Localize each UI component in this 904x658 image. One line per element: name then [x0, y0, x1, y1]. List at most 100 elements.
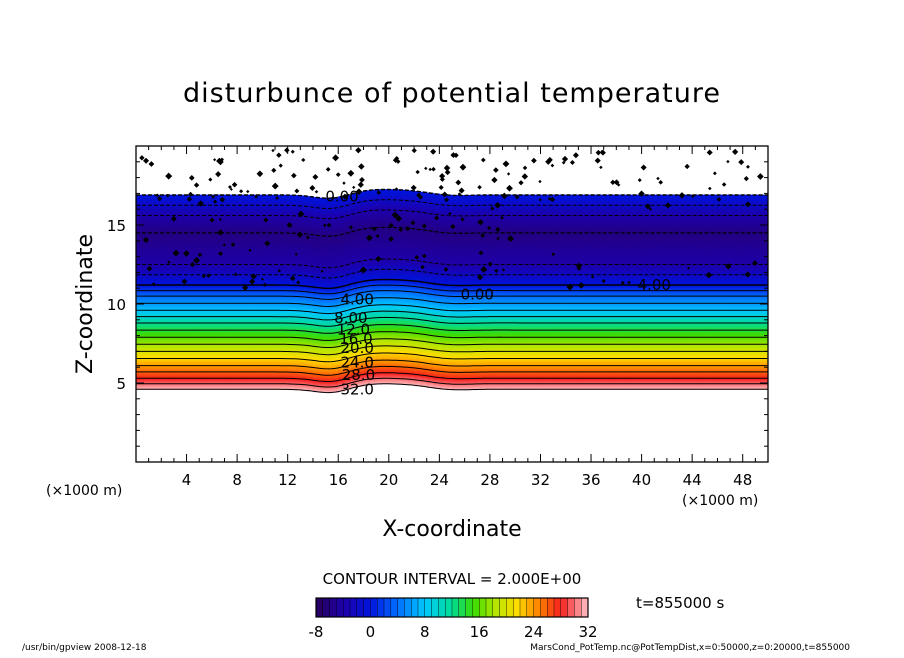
field-cell: [237, 200, 245, 203]
field-cell: [281, 252, 289, 255]
field-cell: [205, 317, 213, 320]
field-cell: [148, 375, 156, 378]
field-cell: [154, 341, 162, 344]
field-cell: [243, 269, 251, 272]
field-cell: [192, 254, 200, 256]
field-cell: [173, 228, 181, 231]
field-cell: [224, 230, 232, 232]
field-cell: [199, 298, 207, 301]
field-cell: [180, 255, 188, 258]
field-cell: [186, 266, 194, 269]
field-cell: [186, 209, 194, 212]
field-cell: [262, 321, 270, 323]
field-cell: [268, 255, 276, 258]
field-cell: [275, 251, 282, 254]
field-cell: [154, 366, 162, 369]
field-cell: [262, 206, 270, 208]
field-cell: [186, 200, 194, 203]
field-cell: [192, 218, 200, 221]
field-cell: [243, 324, 251, 327]
field-cell: [173, 333, 181, 336]
field-cell: [211, 206, 219, 208]
field-cell: [262, 332, 270, 335]
field-cell: [256, 329, 263, 332]
field-cell: [224, 312, 232, 315]
field-cell: [243, 376, 251, 379]
field-cell: [268, 217, 276, 220]
field-cell: [173, 271, 181, 274]
field-cell: [230, 275, 238, 278]
field-cell: [268, 264, 276, 267]
field-cell: [256, 358, 263, 361]
field-cell: [249, 341, 257, 344]
field-cell: [281, 323, 289, 326]
field-cell: [287, 254, 295, 257]
field-cell: [161, 297, 169, 299]
field-cell: [268, 236, 276, 239]
field-cell: [243, 313, 251, 316]
field-cell: [211, 374, 219, 377]
field-cell: [192, 360, 200, 363]
field-cell: [249, 249, 257, 251]
field-cell: [186, 379, 194, 382]
field-cell: [136, 230, 143, 232]
field-cell: [230, 384, 238, 387]
field-cell: [148, 245, 156, 248]
field-cell: [275, 245, 282, 248]
field-cell: [224, 379, 232, 382]
field-cell: [192, 381, 200, 384]
field-cell: [281, 313, 289, 316]
field-cell: [154, 247, 162, 250]
field-cell: [192, 226, 200, 229]
field-cell: [249, 340, 257, 342]
field-cell: [154, 281, 162, 284]
field-cell: [268, 281, 276, 284]
field-cell: [186, 245, 194, 248]
field-cell: [167, 213, 175, 216]
field-cell: [218, 273, 226, 275]
field-cell: [142, 231, 150, 234]
field-cell: [281, 378, 289, 380]
field-cell: [186, 286, 194, 289]
field-cell: [256, 255, 263, 258]
field-cell: [249, 348, 257, 351]
field-cell: [249, 327, 257, 330]
field-cell: [148, 318, 156, 321]
field-cell: [256, 249, 263, 251]
field-cell: [154, 381, 162, 384]
field-cell: [262, 238, 270, 241]
field-cell: [136, 250, 143, 253]
field-cell: [192, 255, 200, 258]
field-cell: [211, 226, 219, 229]
field-cell: [142, 307, 150, 310]
field-cell: [262, 223, 270, 226]
field-cell: [237, 297, 245, 299]
field-cell: [218, 324, 226, 327]
field-cell: [268, 292, 276, 294]
field-cell: [161, 228, 169, 231]
field-cell: [268, 328, 276, 331]
field-cell: [224, 262, 232, 265]
field-cell: [142, 223, 150, 226]
field-cell: [211, 247, 219, 250]
field-cell: [199, 217, 207, 220]
field-cell: [218, 254, 226, 256]
field-cell: [148, 312, 156, 315]
field-cell: [281, 244, 289, 246]
field-cell: [211, 213, 219, 216]
field-cell: [167, 235, 175, 237]
field-cell: [136, 317, 143, 320]
field-cell: [275, 241, 282, 244]
field-cell: [218, 313, 226, 316]
field-cell: [262, 254, 270, 256]
field-cell: [186, 195, 194, 198]
field-cell: [224, 340, 232, 342]
field-cell: [281, 249, 289, 251]
field-cell: [142, 228, 150, 231]
field-cell: [287, 385, 295, 388]
field-cell: [192, 223, 200, 226]
field-cell: [249, 233, 257, 236]
field-cell: [287, 236, 295, 239]
field-cell: [249, 223, 257, 226]
field-cell: [192, 235, 200, 237]
